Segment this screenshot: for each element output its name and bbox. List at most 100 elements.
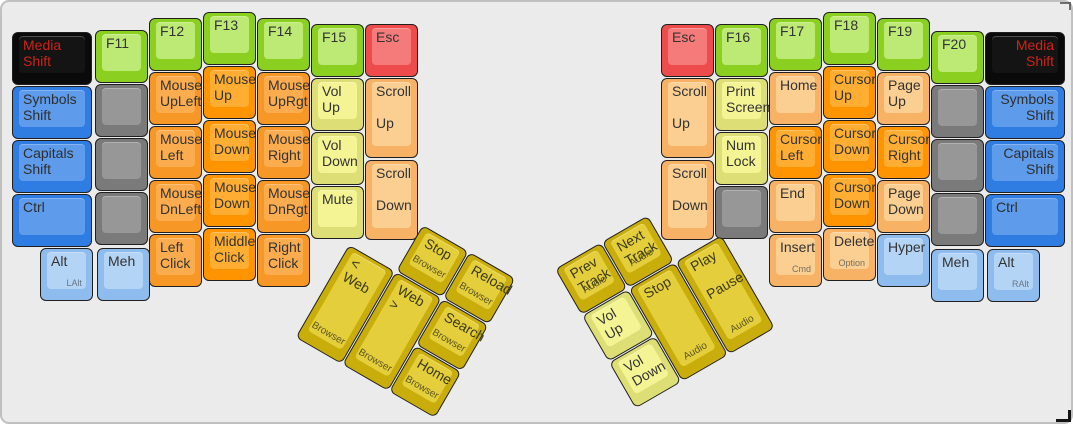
key-media-shift-left[interactable]: Media Shift bbox=[12, 32, 92, 85]
key-blank-left-3[interactable] bbox=[95, 192, 148, 245]
key-label: Cursor Right bbox=[888, 131, 931, 163]
key-label: Ctrl bbox=[23, 199, 45, 215]
key-mouse-down-2[interactable]: Mouse Down bbox=[203, 174, 256, 227]
key-symbols-shift-left[interactable]: Symbols Shift bbox=[12, 86, 92, 139]
key-vol-up-left[interactable]: Vol Up bbox=[311, 78, 364, 131]
key-blank-right-1[interactable] bbox=[715, 186, 768, 239]
key-label: Capitals Shift bbox=[1003, 145, 1054, 177]
key-left-click[interactable]: Left Click bbox=[149, 234, 202, 287]
keytop: Hyper bbox=[884, 238, 926, 275]
key-capitals-shift-right[interactable]: Capitals Shift bbox=[985, 140, 1065, 193]
key-mouse-upleft[interactable]: Mouse UpLeft bbox=[149, 72, 202, 125]
keytop: Ctrl bbox=[19, 198, 85, 235]
keytop: Media Shift bbox=[19, 36, 85, 73]
key-label: F15 bbox=[322, 29, 347, 45]
keytop: Capitals Shift bbox=[992, 144, 1058, 181]
key-mouse-dnrgt[interactable]: Mouse DnRgt bbox=[257, 180, 310, 233]
key-f13[interactable]: F13 bbox=[203, 12, 256, 65]
key-cursor-down-1[interactable]: Cursor Down bbox=[823, 120, 876, 173]
key-scroll-up-left[interactable]: Scroll Up bbox=[365, 78, 418, 158]
key-media-shift-right[interactable]: Media Shift bbox=[985, 32, 1065, 85]
key-label: Web > bbox=[386, 281, 428, 314]
key-f12[interactable]: F12 bbox=[149, 18, 202, 71]
key-f18[interactable]: F18 bbox=[823, 12, 876, 65]
keytop: F12 bbox=[156, 22, 195, 59]
key-cursor-right[interactable]: Cursor Right bbox=[877, 126, 930, 179]
key-f15[interactable]: F15 bbox=[311, 24, 364, 77]
keytop: Reload Browser bbox=[455, 258, 515, 311]
keytop: Mouse DnLeft bbox=[156, 184, 202, 221]
key-blank-left-1[interactable] bbox=[95, 84, 148, 137]
keytop bbox=[722, 190, 761, 227]
key-label: Mouse DnRgt bbox=[268, 185, 311, 217]
key-mouse-up[interactable]: Mouse Up bbox=[203, 66, 256, 119]
key-page-up[interactable]: Page Up bbox=[877, 72, 930, 125]
key-label: Esc bbox=[672, 29, 696, 45]
key-print-screen[interactable]: Print Screen bbox=[715, 78, 770, 131]
key-num-lock[interactable]: Num Lock bbox=[715, 132, 768, 185]
key-alt-left[interactable]: Alt LAlt bbox=[40, 248, 93, 301]
key-mouse-right[interactable]: Mouse Right bbox=[257, 126, 310, 179]
keytop: Right Click bbox=[264, 238, 303, 275]
key-f16[interactable]: F16 bbox=[715, 24, 768, 77]
key-blank-right-3[interactable] bbox=[931, 139, 984, 192]
key-end[interactable]: End bbox=[769, 180, 822, 233]
key-scroll-down-left[interactable]: Scroll Down bbox=[365, 160, 418, 240]
key-hyper[interactable]: Hyper bbox=[877, 234, 930, 287]
key-f19[interactable]: F19 bbox=[877, 18, 930, 71]
key-f14[interactable]: F14 bbox=[257, 18, 310, 71]
key-vol-down-left[interactable]: Vol Down bbox=[311, 132, 364, 185]
key-page-down[interactable]: Page Down bbox=[877, 180, 930, 233]
keytop: Cursor Left bbox=[776, 130, 822, 167]
key-home[interactable]: Home bbox=[769, 72, 822, 125]
keytop: Home bbox=[776, 76, 817, 113]
key-f11[interactable]: F11 bbox=[95, 30, 148, 83]
key-insert[interactable]: Insert Cmd bbox=[769, 234, 822, 287]
key-label: < Web bbox=[340, 254, 373, 297]
key-label: Mouse Right bbox=[268, 131, 311, 163]
key-blank-right-4[interactable] bbox=[931, 193, 984, 246]
keytop: Delete Option bbox=[830, 232, 874, 269]
key-alt-right[interactable]: Alt RAlt bbox=[987, 249, 1040, 302]
keytop: Print Screen bbox=[722, 82, 770, 119]
key-label: Scroll Down bbox=[376, 165, 412, 213]
key-ctrl-left[interactable]: Ctrl bbox=[12, 194, 92, 247]
key-middle-click[interactable]: Middle Click bbox=[203, 228, 256, 281]
key-mouse-uprgt[interactable]: Mouse UpRgt bbox=[257, 72, 310, 125]
key-mouse-dnleft[interactable]: Mouse DnLeft bbox=[149, 180, 202, 233]
key-sublabel: Audio bbox=[681, 340, 710, 363]
key-cursor-down-2[interactable]: Cursor Down bbox=[823, 174, 876, 227]
key-esc-left[interactable]: Esc bbox=[365, 24, 418, 77]
key-scroll-down-right[interactable]: Scroll Down bbox=[661, 160, 714, 240]
keytop: Stop Browser bbox=[408, 231, 461, 284]
key-cursor-up[interactable]: Cursor Up bbox=[823, 66, 876, 119]
key-f17[interactable]: F17 bbox=[769, 18, 822, 71]
key-mouse-left[interactable]: Mouse Left bbox=[149, 126, 202, 179]
keytop: F14 bbox=[264, 22, 303, 59]
key-label: Page Up bbox=[888, 77, 921, 109]
key-symbols-shift-right[interactable]: Symbols Shift bbox=[985, 86, 1065, 139]
keytop: Cursor Up bbox=[830, 70, 876, 107]
key-cursor-left[interactable]: Cursor Left bbox=[769, 126, 822, 179]
key-capitals-shift-left[interactable]: Capitals Shift bbox=[12, 140, 92, 193]
keytop bbox=[938, 197, 977, 234]
key-right-click[interactable]: Right Click bbox=[257, 234, 310, 287]
key-mouse-down-1[interactable]: Mouse Down bbox=[203, 120, 256, 173]
keytop: Alt LAlt bbox=[47, 252, 86, 289]
keytop: Scroll Down bbox=[668, 164, 708, 228]
key-label: Hyper bbox=[888, 239, 926, 255]
key-ctrl-right[interactable]: Ctrl bbox=[985, 194, 1065, 247]
corner-mark-bottom-right bbox=[1056, 410, 1071, 422]
key-scroll-up-right[interactable]: Scroll Up bbox=[661, 78, 714, 158]
key-mute[interactable]: Mute bbox=[311, 186, 364, 239]
key-f20[interactable]: F20 bbox=[931, 31, 984, 84]
key-blank-right-2[interactable] bbox=[931, 85, 984, 138]
keytop: Cursor Down bbox=[830, 178, 876, 215]
key-blank-left-2[interactable] bbox=[95, 138, 148, 191]
key-meh-left[interactable]: Meh bbox=[97, 248, 150, 301]
key-meh-right[interactable]: Meh bbox=[931, 249, 984, 302]
key-esc-right[interactable]: Esc bbox=[661, 24, 714, 77]
key-delete[interactable]: Delete Option bbox=[823, 228, 876, 281]
key-sublabel: LAlt bbox=[66, 278, 82, 288]
key-label: Vol Up bbox=[594, 304, 626, 343]
